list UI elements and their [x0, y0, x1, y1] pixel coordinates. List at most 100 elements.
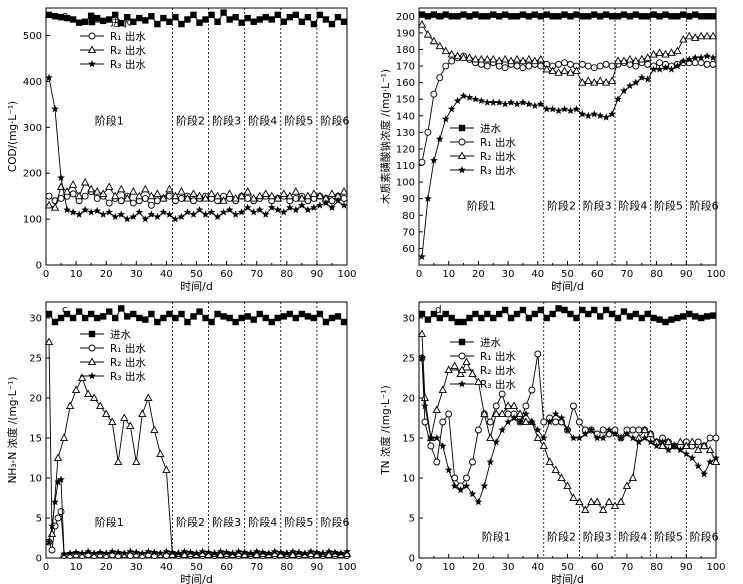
data-point — [650, 11, 657, 18]
data-point — [292, 11, 300, 19]
y-tick-label: 30 — [29, 314, 42, 325]
data-point — [543, 11, 550, 18]
data-point — [112, 11, 119, 19]
x-tick-label: 90 — [680, 269, 693, 280]
y-tick-label: 500 — [23, 31, 42, 42]
data-point — [584, 76, 593, 85]
data-point — [240, 548, 249, 556]
data-point — [579, 13, 586, 20]
data-point — [472, 11, 479, 18]
data-point — [661, 63, 670, 71]
data-point — [334, 13, 342, 21]
data-point — [575, 434, 584, 442]
y-tick-label: 200 — [23, 169, 42, 180]
data-point — [280, 18, 287, 25]
y-tick-label: 0 — [36, 261, 42, 272]
data-point — [96, 401, 105, 410]
x-tick-label: 80 — [650, 562, 663, 573]
data-point — [77, 373, 87, 382]
x-tick-label: 80 — [280, 269, 293, 280]
data-point — [575, 497, 584, 506]
data-point — [261, 189, 270, 197]
data-point — [204, 548, 213, 556]
legend-marker — [457, 365, 467, 374]
data-point — [549, 13, 556, 20]
data-point — [709, 60, 717, 68]
data-point — [656, 59, 664, 67]
data-point — [489, 54, 498, 63]
data-point — [521, 417, 531, 426]
data-point — [165, 184, 174, 193]
data-point — [664, 437, 673, 446]
data-point — [255, 205, 264, 214]
data-point — [680, 313, 687, 320]
legend-entry: R₁ 出水 — [110, 30, 146, 43]
data-point — [159, 193, 168, 202]
x-tick-label: 0 — [43, 562, 49, 573]
data-point — [114, 548, 123, 556]
data-point — [490, 11, 497, 18]
data-point — [712, 434, 720, 442]
data-point — [250, 316, 257, 323]
data-point — [327, 189, 337, 197]
data-point — [147, 210, 156, 218]
data-point — [141, 195, 149, 202]
stage-label: 阶段1 — [95, 113, 124, 127]
data-point — [112, 314, 119, 322]
data-point — [501, 100, 509, 108]
data-point — [658, 441, 667, 450]
data-point — [178, 310, 185, 318]
stage-label: 阶段6 — [690, 529, 719, 543]
legend-marker — [457, 151, 467, 160]
data-point — [670, 442, 679, 450]
data-point — [507, 98, 515, 106]
data-point — [489, 98, 498, 106]
data-point — [702, 31, 712, 40]
data-point — [513, 13, 521, 20]
data-point — [316, 201, 324, 209]
data-point — [45, 73, 53, 81]
data-point — [123, 215, 132, 223]
data-point — [536, 100, 545, 108]
data-point — [108, 547, 117, 555]
data-point — [483, 54, 492, 63]
data-point — [572, 105, 581, 113]
data-point — [631, 56, 640, 65]
data-point — [694, 438, 702, 446]
data-point — [699, 441, 709, 450]
data-point — [596, 13, 604, 20]
data-point — [454, 318, 461, 326]
x-tick-label: 30 — [130, 269, 143, 280]
data-point — [534, 350, 542, 358]
data-point — [132, 548, 141, 556]
data-point — [578, 78, 587, 86]
data-point — [608, 13, 616, 20]
data-point — [334, 196, 342, 204]
data-point — [552, 418, 560, 426]
data-point — [548, 105, 557, 113]
data-point — [123, 193, 132, 202]
data-point — [328, 197, 336, 205]
y-tick-label: 60 — [402, 244, 415, 255]
data-point — [285, 191, 294, 200]
data-point — [591, 306, 598, 314]
x-tick-label: 40 — [160, 562, 173, 573]
data-point — [310, 314, 318, 322]
data-point — [322, 199, 330, 207]
data-point — [531, 101, 539, 110]
data-point — [340, 201, 348, 209]
data-point — [141, 184, 150, 193]
data-point — [448, 13, 455, 20]
data-point — [536, 54, 545, 63]
y-tick-label: 15 — [29, 434, 42, 445]
chart-panel-3: 0 10 20 30 40 50 60 70 80 90 100 0 5 10 15 20 25 30 时间/d NH… — [6, 301, 357, 584]
data-point — [168, 548, 177, 556]
y-tick-label: 70 — [402, 227, 415, 238]
data-point — [439, 418, 447, 426]
data-point — [460, 11, 467, 18]
data-point — [685, 55, 694, 63]
legend-marker — [88, 32, 96, 40]
data-point — [129, 212, 138, 221]
data-point — [477, 96, 486, 105]
data-point — [129, 199, 137, 207]
